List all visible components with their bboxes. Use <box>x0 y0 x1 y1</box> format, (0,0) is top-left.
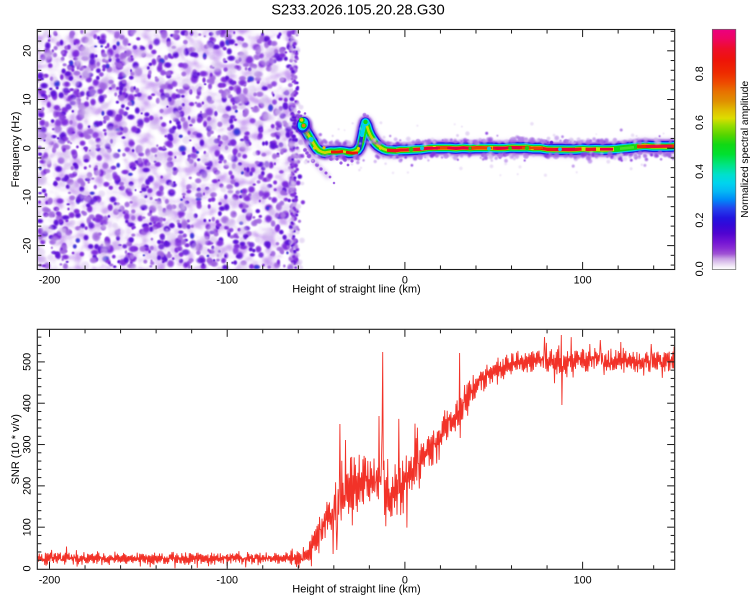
svg-text:-100: -100 <box>216 575 238 587</box>
svg-text:Normalized spectral amplitude: Normalized spectral amplitude <box>740 81 750 218</box>
svg-text:200: 200 <box>22 477 34 495</box>
svg-text:0.2: 0.2 <box>694 213 706 228</box>
svg-text:0.8: 0.8 <box>694 66 706 81</box>
svg-text:-10: -10 <box>22 189 34 205</box>
svg-text:500: 500 <box>22 353 34 371</box>
svg-text:Height of straight line (km): Height of straight line (km) <box>292 284 420 296</box>
svg-text:S233.2026.105.20.28.G30: S233.2026.105.20.28.G30 <box>271 3 445 19</box>
svg-text:0: 0 <box>402 275 408 287</box>
svg-text:0.6: 0.6 <box>694 115 706 130</box>
svg-text:-200: -200 <box>39 275 61 287</box>
svg-text:-20: -20 <box>22 238 34 254</box>
svg-text:100: 100 <box>22 518 34 536</box>
svg-text:0.4: 0.4 <box>694 164 706 179</box>
svg-text:0: 0 <box>402 575 408 587</box>
svg-text:-200: -200 <box>39 575 61 587</box>
svg-text:300: 300 <box>22 435 34 453</box>
svg-text:100: 100 <box>574 275 592 287</box>
svg-text:100: 100 <box>574 575 592 587</box>
svg-text:-100: -100 <box>216 275 238 287</box>
svg-text:0: 0 <box>22 565 34 571</box>
svg-text:400: 400 <box>22 394 34 412</box>
svg-text:0.0: 0.0 <box>694 261 706 276</box>
svg-text:10: 10 <box>22 93 34 105</box>
svg-text:Frequency (Hz): Frequency (Hz) <box>10 112 22 188</box>
svg-text:20: 20 <box>22 45 34 57</box>
svg-text:SNR (10 * v/v): SNR (10 * v/v) <box>10 414 22 484</box>
svg-text:0: 0 <box>22 145 34 151</box>
svg-text:Height of straight line (km): Height of straight line (km) <box>292 584 420 596</box>
